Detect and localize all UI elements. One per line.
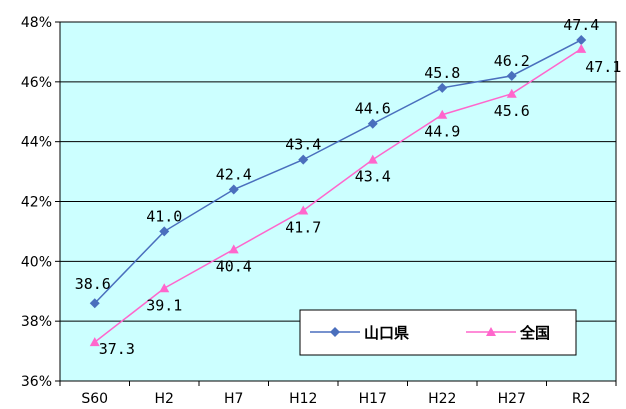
x-tick-label: H17 xyxy=(359,391,387,407)
legend-marker-series-1 xyxy=(486,327,496,336)
y-axis-ticks: 36% 38% 40% 42% 44% 46% 48% xyxy=(21,15,60,390)
data-label-series-1: 39.1 xyxy=(146,296,182,314)
data-label-series-1: 47.1 xyxy=(585,58,621,76)
data-label-series-0: 46.2 xyxy=(494,52,530,70)
data-point-series-1 xyxy=(437,109,448,119)
legend-marker-series-0 xyxy=(330,327,340,337)
data-label-series-0: 44.6 xyxy=(355,100,391,118)
data-point-series-0 xyxy=(89,298,100,309)
data-label-series-1: 43.4 xyxy=(355,168,391,186)
data-point-series-0 xyxy=(506,70,517,81)
y-tick-label: 48% xyxy=(21,15,52,31)
legend: 山口県 全国 xyxy=(299,309,577,356)
x-tick-label: R2 xyxy=(572,391,591,407)
data-point-series-1 xyxy=(159,283,170,293)
data-point-series-1 xyxy=(506,88,517,98)
data-label-series-0: 47.4 xyxy=(563,16,599,34)
data-label-series-1: 40.4 xyxy=(216,257,252,275)
x-tick-label: H2 xyxy=(155,391,174,407)
data-point-series-0 xyxy=(298,154,309,165)
data-point-series-0 xyxy=(576,34,587,45)
y-tick-label: 44% xyxy=(21,135,52,151)
series-line-0 xyxy=(94,39,582,304)
x-tick-label: H7 xyxy=(224,391,243,407)
series-line-1 xyxy=(94,48,582,343)
data-label-series-0: 43.4 xyxy=(285,136,321,154)
data-label-series-1: 44.9 xyxy=(424,123,460,141)
data-point-series-0 xyxy=(367,118,378,129)
data-point-series-0 xyxy=(159,226,170,237)
data-point-series-1 xyxy=(298,205,309,215)
data-point-series-1 xyxy=(576,43,587,53)
x-tick-label: H27 xyxy=(498,391,526,407)
data-label-series-1: 41.7 xyxy=(285,218,321,236)
y-tick-label: 40% xyxy=(21,254,52,270)
data-label-series-1: 45.6 xyxy=(494,102,530,120)
legend-label-series-1: 全国 xyxy=(519,324,550,342)
data-point-series-1 xyxy=(228,244,239,254)
series-layer xyxy=(89,34,587,347)
data-point-series-1 xyxy=(89,337,100,347)
data-label-series-0: 38.6 xyxy=(75,275,111,293)
x-tick-label: H12 xyxy=(289,391,317,407)
y-tick-label: 46% xyxy=(21,75,52,91)
x-axis-ticks: S60 H2 H7 H12 H17 H22 H27 R2 xyxy=(59,381,617,407)
data-label-series-0: 42.4 xyxy=(216,166,252,184)
data-point-series-1 xyxy=(367,154,378,164)
y-tick-label: 36% xyxy=(21,374,52,390)
x-tick-label: H22 xyxy=(428,391,456,407)
y-tick-label: 38% xyxy=(21,314,52,330)
data-label-series-0: 41.0 xyxy=(146,207,182,225)
data-point-series-0 xyxy=(437,82,448,93)
y-tick-label: 42% xyxy=(21,195,52,211)
data-labels: 38.6 41.0 42.4 43.4 44.6 45.8 46.2 47.4 37.3 39.1… xyxy=(75,16,622,358)
data-label-series-1: 37.3 xyxy=(99,340,135,358)
data-label-series-0: 45.8 xyxy=(424,64,460,82)
x-tick-label: S60 xyxy=(81,391,108,407)
data-point-series-0 xyxy=(228,184,239,195)
legend-label-series-0: 山口県 xyxy=(364,324,409,342)
